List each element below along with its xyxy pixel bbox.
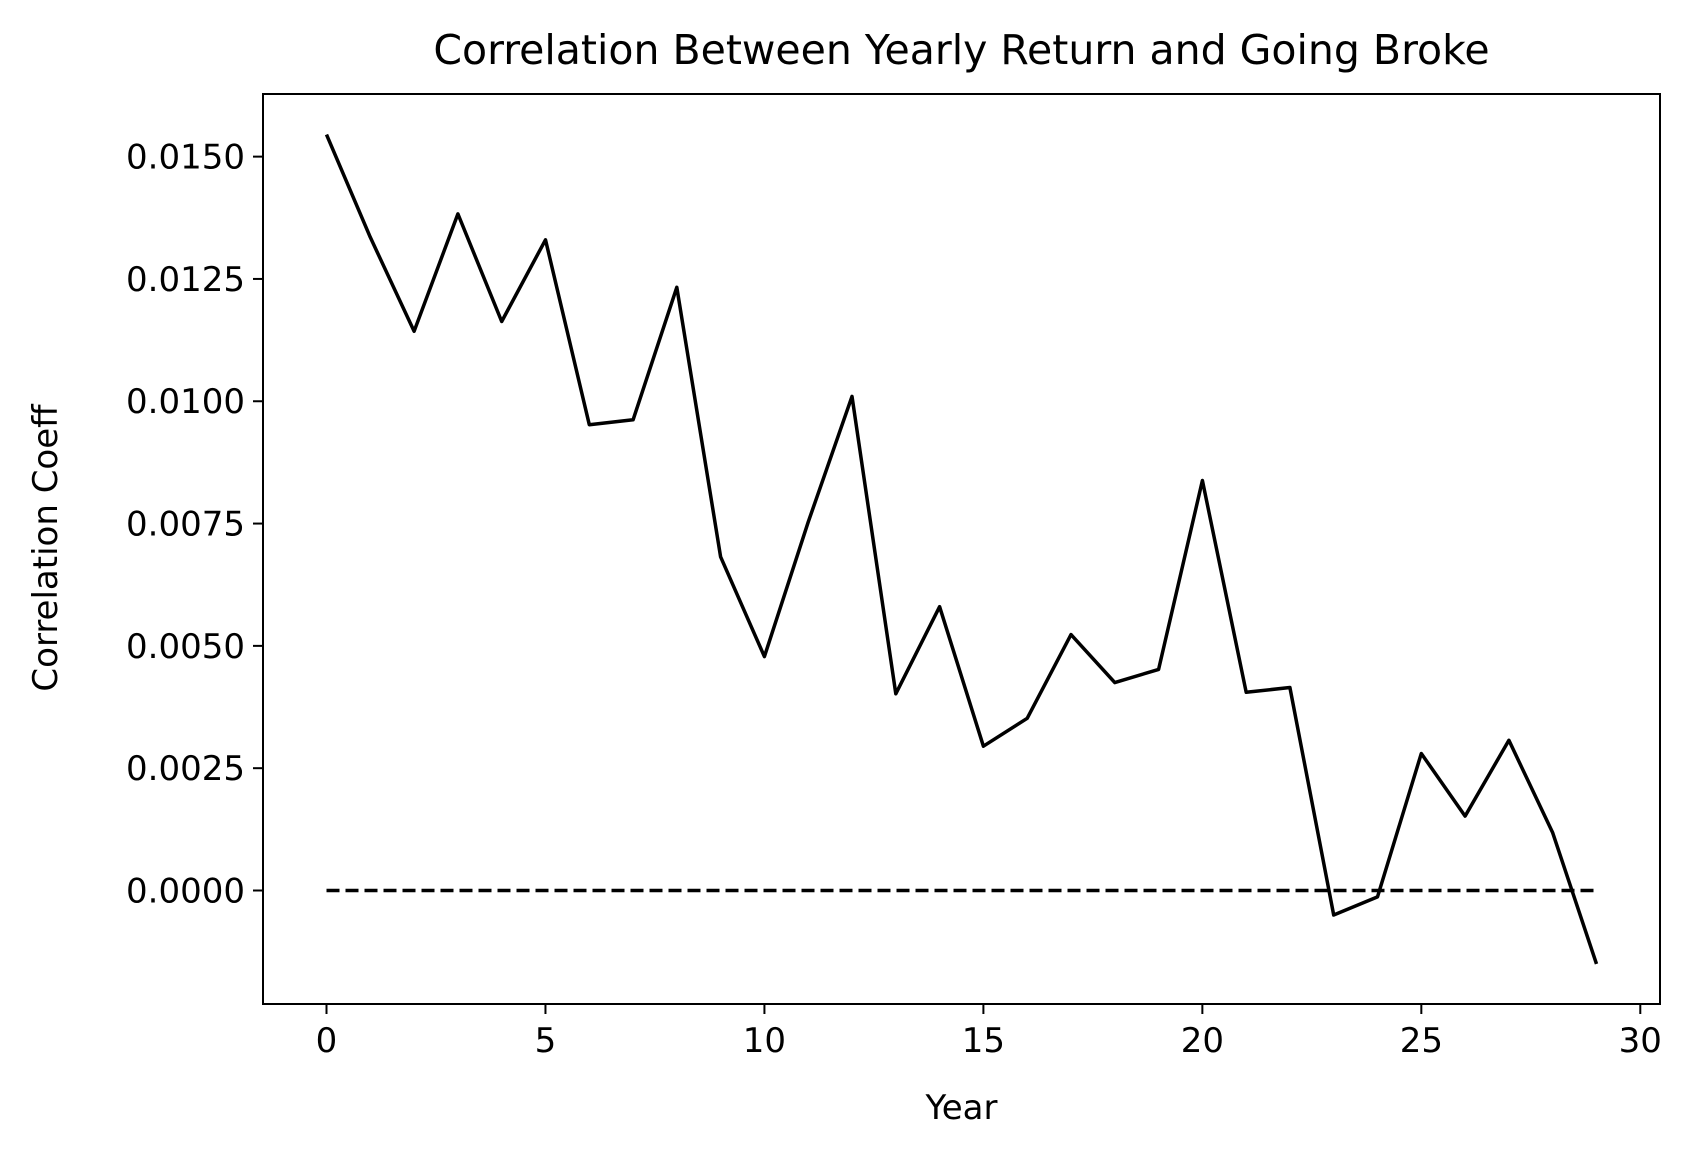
y-tick-label: 0.0100 [126,382,245,422]
x-tick-label: 20 [1181,1021,1224,1061]
y-tick-label: 0.0025 [126,749,245,789]
y-tick-label: 0.0125 [126,260,245,300]
series-layer [324,133,1599,965]
x-tick-label: 10 [743,1021,786,1061]
plot-area-frame [262,93,1661,1005]
x-tick-label: 25 [1400,1021,1443,1061]
chart-title: Correlation Between Yearly Return and Go… [433,26,1489,74]
y-tick-label: 0.0150 [126,138,245,178]
y-tick-label: 0.0000 [126,871,245,911]
x-tick-label: 15 [962,1021,1005,1061]
x-tick-label: 5 [535,1021,557,1061]
y-axis-label: Correlation Coeff [26,403,66,692]
x-tick-label: 0 [316,1021,338,1061]
y-tick-label: 0.0050 [126,627,245,667]
x-axis-label: Year [925,1088,998,1128]
x-tick-label: 30 [1619,1021,1662,1061]
y-axis-ticks: 0.0000 0.0025 0.0050 0.0075 0.0100 0.0125 0.01… [126,138,263,911]
correlation-line [324,133,1599,965]
y-tick-label: 0.0075 [126,505,245,545]
x-axis-ticks: 0 5 10 15 20 25 30 [316,1004,1662,1061]
